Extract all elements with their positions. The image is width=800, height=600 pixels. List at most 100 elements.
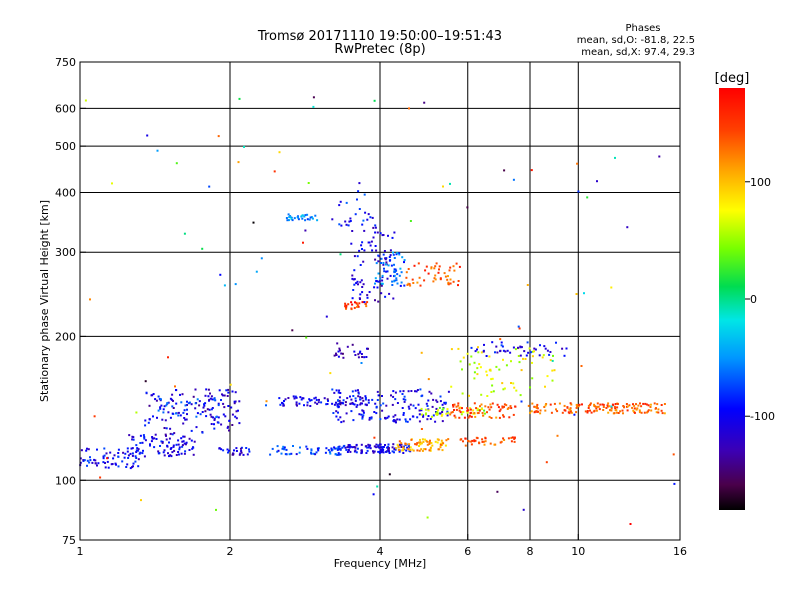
data-point	[168, 441, 170, 444]
data-point	[453, 403, 456, 406]
data-point	[147, 421, 150, 424]
data-point	[543, 345, 546, 348]
data-point	[132, 438, 135, 441]
data-point	[391, 446, 394, 449]
data-point	[446, 408, 449, 411]
data-point	[458, 409, 461, 412]
data-point	[539, 344, 541, 347]
data-point	[393, 451, 395, 454]
data-point	[422, 415, 425, 418]
data-point	[326, 398, 329, 401]
data-point	[397, 449, 400, 451]
data-point	[467, 416, 470, 419]
data-point	[389, 274, 392, 277]
data-point	[462, 440, 464, 443]
data-point	[284, 453, 287, 456]
data-point	[395, 421, 397, 424]
data-point	[234, 391, 237, 394]
data-point	[408, 407, 411, 410]
data-point	[544, 409, 547, 412]
data-point	[418, 449, 421, 452]
data-point	[172, 444, 175, 447]
data-point	[335, 352, 337, 355]
data-point	[374, 231, 377, 234]
data-point	[288, 216, 291, 219]
data-point	[387, 415, 390, 418]
data-point	[111, 182, 113, 185]
data-point	[381, 447, 384, 450]
data-point	[379, 277, 382, 280]
data-point	[420, 448, 423, 451]
data-point	[520, 346, 523, 349]
data-point	[558, 402, 561, 405]
data-point	[450, 385, 453, 388]
data-point	[172, 445, 175, 448]
data-point	[510, 407, 513, 409]
data-point	[393, 280, 396, 283]
data-point	[132, 465, 134, 468]
data-point	[334, 453, 337, 456]
data-point	[363, 301, 366, 304]
data-point	[370, 240, 373, 243]
data-point	[184, 404, 187, 407]
data-point	[387, 234, 389, 237]
data-point	[352, 402, 355, 405]
data-point	[365, 403, 368, 406]
data-point	[483, 443, 486, 446]
data-point	[522, 357, 524, 360]
data-point	[338, 396, 341, 399]
data-point	[309, 399, 312, 402]
data-point	[428, 449, 431, 452]
data-point	[134, 455, 137, 458]
data-point	[122, 451, 125, 454]
data-point	[80, 449, 83, 452]
data-point	[498, 416, 501, 419]
data-point	[350, 301, 353, 304]
data-point	[150, 394, 153, 397]
data-point	[476, 409, 479, 412]
data-point	[363, 356, 366, 359]
data-point	[449, 278, 452, 281]
data-point	[374, 224, 377, 227]
data-point	[295, 401, 298, 404]
data-points	[79, 96, 676, 525]
data-point	[314, 396, 317, 399]
data-point	[344, 404, 347, 407]
data-point	[345, 412, 348, 415]
data-point	[336, 403, 339, 406]
data-point	[448, 269, 451, 272]
data-point	[172, 407, 175, 409]
data-point	[396, 402, 399, 404]
data-point	[393, 231, 396, 234]
data-point	[215, 508, 217, 511]
data-point	[195, 426, 198, 429]
data-point	[403, 284, 406, 287]
data-point	[610, 286, 613, 289]
data-point	[188, 449, 191, 451]
data-point	[165, 404, 168, 407]
data-point	[340, 352, 343, 355]
data-point	[165, 438, 168, 441]
data-point	[180, 452, 183, 455]
data-point	[353, 450, 356, 453]
data-point	[325, 315, 328, 318]
data-point	[385, 270, 388, 273]
data-point	[181, 440, 184, 443]
data-point	[481, 438, 484, 441]
data-point	[149, 443, 151, 446]
data-point	[385, 263, 387, 266]
data-point	[415, 390, 418, 393]
data-point	[213, 398, 216, 401]
data-point	[113, 454, 116, 457]
data-point	[552, 354, 554, 357]
data-point	[506, 408, 509, 410]
data-point	[613, 412, 616, 415]
data-point	[171, 405, 174, 408]
data-point	[227, 425, 230, 428]
data-point	[297, 216, 300, 219]
data-point	[351, 230, 354, 232]
data-point	[169, 448, 172, 450]
data-point	[353, 350, 356, 353]
data-point	[534, 405, 537, 408]
data-point	[165, 427, 168, 430]
